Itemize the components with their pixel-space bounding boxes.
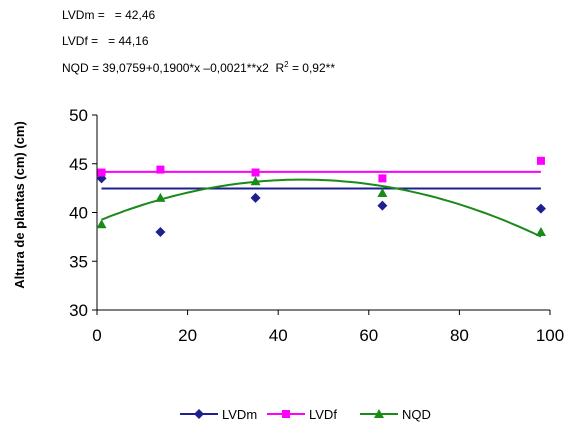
x-tick-label: 60: [359, 326, 378, 345]
x-tick-label: 40: [269, 326, 288, 345]
axes: 30 35 40 45 50 0 20 40 60 80 100: [69, 106, 564, 345]
data-point-nqd: [96, 219, 107, 229]
data-point-lvdf: [97, 168, 106, 177]
data-point-nqd: [155, 192, 166, 202]
legend-label-lvdm: LVDm: [222, 407, 257, 422]
data-point-lvdf: [536, 156, 545, 165]
data-point-lvdf: [156, 165, 165, 174]
x-tick-label: 0: [92, 326, 101, 345]
data-point-lvdm: [535, 203, 546, 214]
data-point-lvdm: [250, 192, 261, 203]
y-tick-label: 40: [69, 204, 88, 223]
y-tick-label: 35: [69, 252, 88, 271]
x-tick-label: 20: [178, 326, 197, 345]
data-point-lvdm: [155, 227, 166, 237]
x-tick-label: 80: [450, 326, 469, 345]
legend-label-nqd: NQD: [402, 407, 431, 422]
equation-nqd-main: NQD = 39,0759+0,1900*x –0,0021**x2 R: [62, 61, 285, 75]
data-point-nqd: [250, 176, 261, 186]
data-point-lvdf: [251, 168, 260, 177]
legend-marker-lvdm: [194, 409, 204, 419]
data-point-nqd: [535, 227, 546, 236]
legend-label-lvdf: LVDf: [309, 407, 337, 422]
equation-nqd: NQD = 39,0759+0,1900*x –0,0021**x2 R2 = …: [62, 60, 335, 75]
data-point-lvdf: [378, 174, 387, 183]
y-tick-label: 45: [69, 155, 88, 174]
legend: LVDm LVDf NQD: [180, 407, 431, 422]
y-axis-label: Altura de plantas (cm) (cm): [12, 121, 27, 289]
equation-nqd-tail: = 0,92**: [288, 61, 335, 75]
equation-lvdf: LVDf = = 44,16: [62, 34, 149, 48]
legend-marker-lvdf: [282, 410, 290, 418]
data-markers: [96, 156, 546, 237]
fit-lines: [101, 170, 542, 238]
equation-nqd-superscript: 2: [284, 60, 289, 69]
legend-marker-nqd: [374, 409, 384, 418]
fit-line-nqd: [101, 178, 542, 238]
equation-lvdm: LVDm = = 42,46: [62, 8, 156, 22]
x-tick-label: 100: [536, 326, 564, 345]
y-tick-label: 30: [69, 301, 88, 320]
data-point-lvdm: [377, 200, 388, 211]
data-point-nqd: [377, 188, 388, 197]
y-tick-label: 50: [69, 106, 88, 125]
